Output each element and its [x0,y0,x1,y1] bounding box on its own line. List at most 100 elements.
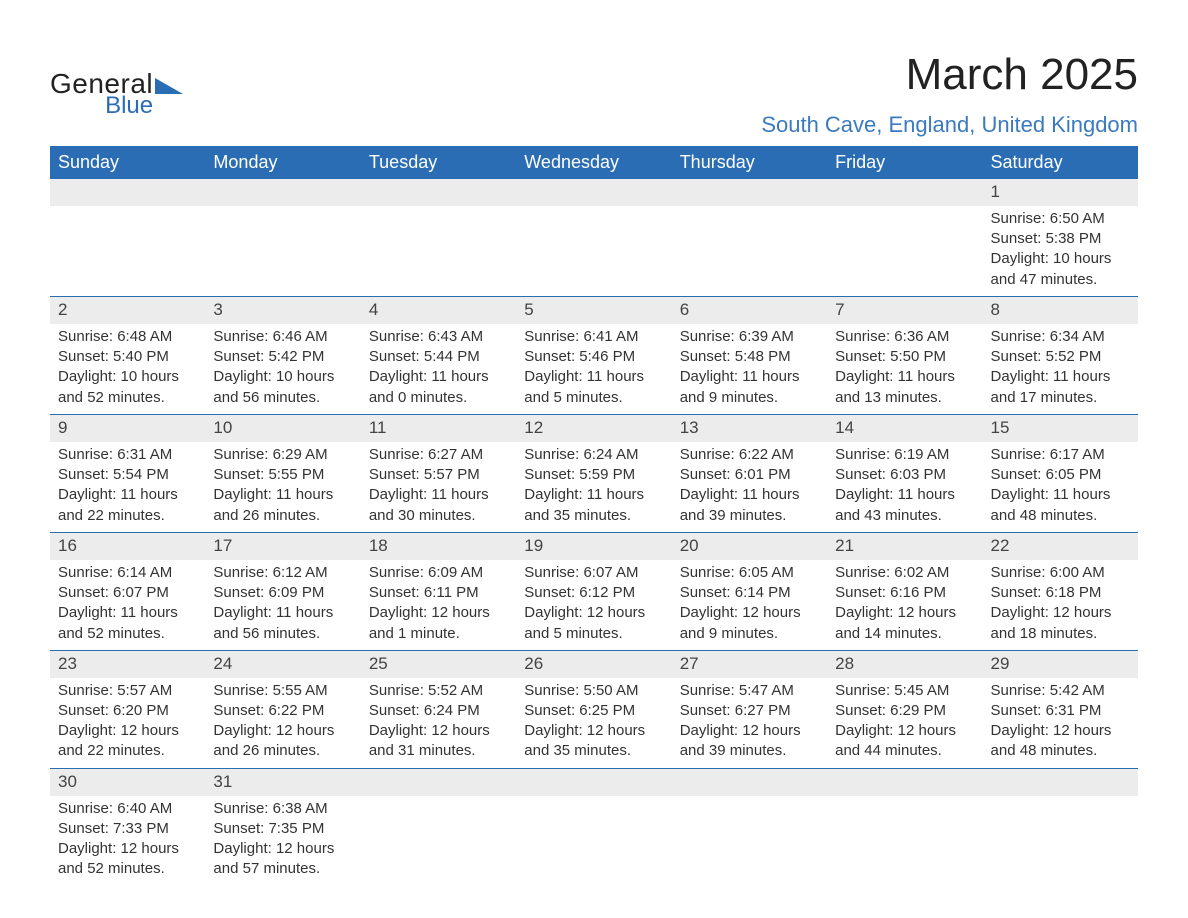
day-number-cell [361,179,516,206]
daylight-text: Daylight: 11 hours [369,485,508,505]
sunrise-text: Sunrise: 6:36 AM [835,327,974,347]
sunset-text: Sunset: 6:25 PM [524,701,663,721]
daylight-text-2: and 14 minutes. [835,624,974,644]
logo-flag-icon [155,74,185,98]
daylight-text: Daylight: 12 hours [835,603,974,623]
sunrise-text: Sunrise: 6:40 AM [58,799,197,819]
day-details-cell: Sunrise: 6:27 AMSunset: 5:57 PMDaylight:… [361,442,516,533]
sunrise-text: Sunrise: 6:00 AM [991,563,1130,583]
location-subtitle: South Cave, England, United Kingdom [761,112,1138,138]
day-number-cell: 10 [205,414,360,441]
daylight-text-2: and 52 minutes. [58,388,197,408]
day-details-cell: Sunrise: 6:05 AMSunset: 6:14 PMDaylight:… [672,560,827,651]
daylight-text: Daylight: 12 hours [680,603,819,623]
day-details-cell: Sunrise: 6:41 AMSunset: 5:46 PMDaylight:… [516,324,671,415]
day-details-cell: Sunrise: 6:39 AMSunset: 5:48 PMDaylight:… [672,324,827,415]
daynum-row: 1 [50,179,1138,206]
day-details-cell [672,206,827,297]
sunset-text: Sunset: 6:18 PM [991,583,1130,603]
daylight-text: Daylight: 11 hours [213,603,352,623]
day-details-cell: Sunrise: 6:07 AMSunset: 6:12 PMDaylight:… [516,560,671,651]
sunset-text: Sunset: 6:05 PM [991,465,1130,485]
sunset-text: Sunset: 5:52 PM [991,347,1130,367]
sunrise-text: Sunrise: 5:55 AM [213,681,352,701]
day-number-cell: 29 [983,650,1138,677]
day-number-cell: 2 [50,296,205,323]
sunrise-text: Sunrise: 5:45 AM [835,681,974,701]
sunset-text: Sunset: 5:50 PM [835,347,974,367]
daylight-text: Daylight: 11 hours [835,485,974,505]
daylight-text: Daylight: 11 hours [213,485,352,505]
daylight-text: Daylight: 10 hours [991,249,1130,269]
daylight-text: Daylight: 11 hours [58,603,197,623]
daylight-text-2: and 57 minutes. [213,859,352,879]
daylight-text-2: and 48 minutes. [991,506,1130,526]
details-row: Sunrise: 6:48 AMSunset: 5:40 PMDaylight:… [50,324,1138,415]
logo-word-blue: Blue [105,94,153,118]
page-title: March 2025 [761,50,1138,100]
day-details-cell: Sunrise: 5:52 AMSunset: 6:24 PMDaylight:… [361,678,516,769]
sunrise-text: Sunrise: 6:43 AM [369,327,508,347]
sunrise-text: Sunrise: 5:42 AM [991,681,1130,701]
sunset-text: Sunset: 6:12 PM [524,583,663,603]
day-number-cell: 13 [672,414,827,441]
day-details-cell: Sunrise: 6:17 AMSunset: 6:05 PMDaylight:… [983,442,1138,533]
calendar-table: Sunday Monday Tuesday Wednesday Thursday… [50,146,1138,886]
day-number-cell: 8 [983,296,1138,323]
daylight-text: Daylight: 10 hours [213,367,352,387]
sunrise-text: Sunrise: 6:34 AM [991,327,1130,347]
daylight-text: Daylight: 12 hours [524,603,663,623]
daynum-row: 23242526272829 [50,650,1138,677]
weekday-header: Sunday [50,146,205,179]
sunset-text: Sunset: 6:01 PM [680,465,819,485]
day-number-cell [672,179,827,206]
day-number-cell: 20 [672,532,827,559]
weekday-header: Tuesday [361,146,516,179]
weekday-header: Thursday [672,146,827,179]
sunset-text: Sunset: 6:24 PM [369,701,508,721]
sunrise-text: Sunrise: 6:39 AM [680,327,819,347]
day-details-cell: Sunrise: 6:09 AMSunset: 6:11 PMDaylight:… [361,560,516,651]
daylight-text-2: and 26 minutes. [213,741,352,761]
day-number-cell [205,179,360,206]
day-details-cell: Sunrise: 6:00 AMSunset: 6:18 PMDaylight:… [983,560,1138,651]
day-details-cell: Sunrise: 6:36 AMSunset: 5:50 PMDaylight:… [827,324,982,415]
day-details-cell: Sunrise: 6:19 AMSunset: 6:03 PMDaylight:… [827,442,982,533]
day-details-cell: Sunrise: 5:45 AMSunset: 6:29 PMDaylight:… [827,678,982,769]
daylight-text: Daylight: 11 hours [524,367,663,387]
daylight-text-2: and 18 minutes. [991,624,1130,644]
day-details-cell: Sunrise: 6:50 AMSunset: 5:38 PMDaylight:… [983,206,1138,297]
day-number-cell: 30 [50,768,205,795]
sunrise-text: Sunrise: 5:47 AM [680,681,819,701]
daylight-text: Daylight: 12 hours [680,721,819,741]
day-number-cell [516,768,671,795]
sunset-text: Sunset: 7:35 PM [213,819,352,839]
day-details-cell: Sunrise: 6:38 AMSunset: 7:35 PMDaylight:… [205,796,360,886]
daylight-text: Daylight: 11 hours [369,367,508,387]
day-number-cell: 4 [361,296,516,323]
weekday-header: Saturday [983,146,1138,179]
sunset-text: Sunset: 5:38 PM [991,229,1130,249]
daylight-text-2: and 1 minute. [369,624,508,644]
daylight-text: Daylight: 12 hours [58,721,197,741]
sunset-text: Sunset: 5:40 PM [58,347,197,367]
sunset-text: Sunset: 5:54 PM [58,465,197,485]
day-number-cell: 24 [205,650,360,677]
day-details-cell: Sunrise: 6:31 AMSunset: 5:54 PMDaylight:… [50,442,205,533]
daylight-text-2: and 48 minutes. [991,741,1130,761]
sunrise-text: Sunrise: 6:24 AM [524,445,663,465]
sunset-text: Sunset: 5:59 PM [524,465,663,485]
sunrise-text: Sunrise: 6:46 AM [213,327,352,347]
sunset-text: Sunset: 7:33 PM [58,819,197,839]
daylight-text-2: and 30 minutes. [369,506,508,526]
day-details-cell: Sunrise: 5:50 AMSunset: 6:25 PMDaylight:… [516,678,671,769]
daylight-text: Daylight: 11 hours [991,367,1130,387]
details-row: Sunrise: 6:14 AMSunset: 6:07 PMDaylight:… [50,560,1138,651]
day-details-cell [516,796,671,886]
day-number-cell [361,768,516,795]
day-number-cell: 17 [205,532,360,559]
sunrise-text: Sunrise: 6:27 AM [369,445,508,465]
daynum-row: 2345678 [50,296,1138,323]
day-number-cell: 27 [672,650,827,677]
day-number-cell [672,768,827,795]
